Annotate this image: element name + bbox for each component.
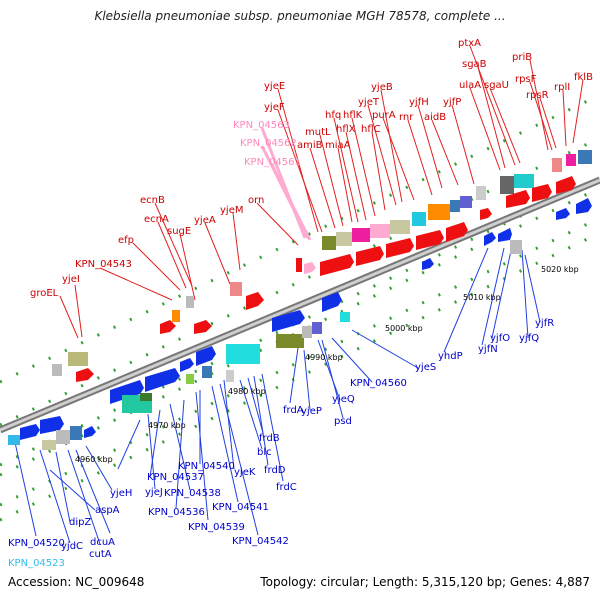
gene-label[interactable]: aspA [95, 505, 120, 516]
genome-stats-text: Topology: circular; Length: 5,315,120 bp… [260, 575, 590, 589]
gene-label[interactable]: sugE [167, 226, 191, 237]
gene-label[interactable]: yjfR [535, 318, 554, 329]
gene-label[interactable]: efp [118, 235, 134, 246]
tick-label: 5010 kbp [463, 293, 501, 302]
gene-label[interactable]: yjeT [358, 97, 380, 108]
gene-label[interactable]: yjfQ [519, 333, 539, 344]
gene-label[interactable]: yjdC [61, 541, 83, 552]
gene-label[interactable]: rpsR [526, 90, 549, 101]
tick-label: 4980 kbp [228, 387, 266, 396]
gene-label[interactable]: fklB [574, 72, 593, 83]
gene-label[interactable]: psd [334, 416, 352, 427]
gene-label[interactable]: KPN_04537 [147, 472, 204, 483]
map-title: Klebsiella pneumoniae subsp. pneumoniae … [94, 9, 506, 23]
gene-label[interactable]: hflX [336, 124, 356, 135]
gene-label[interactable]: yjfH [409, 97, 429, 108]
gene-label[interactable]: frdB [259, 433, 280, 444]
gene-label[interactable]: blc [257, 447, 272, 458]
gene-label[interactable]: ptxA [458, 38, 481, 49]
gene-label[interactable]: rplI [554, 82, 570, 93]
gene-label[interactable]: KPN_04523 [8, 558, 65, 569]
gene-label[interactable]: ulaA [459, 80, 481, 91]
gene-label[interactable]: miaA [325, 140, 351, 151]
gene-label[interactable]: cutA [89, 549, 112, 560]
gene-label[interactable]: frdA [283, 405, 304, 416]
gene-label[interactable]: KPN_04540 [178, 461, 235, 472]
gene-label[interactable]: mutL [305, 127, 331, 138]
forward-leader-lines [59, 45, 584, 339]
gene-label[interactable]: yjfP [443, 97, 461, 108]
gene-label[interactable]: yjeQ [332, 394, 355, 405]
gene-label[interactable]: yjeA [194, 215, 216, 226]
gene-label[interactable]: hflK [343, 110, 363, 121]
gene-label[interactable]: KPN_04561 [244, 157, 301, 168]
gene-label[interactable]: yjeS [415, 362, 436, 373]
gene-label[interactable]: rpsF [515, 74, 537, 85]
tick-label: 5000 kbp [385, 324, 423, 333]
gene-label[interactable]: yjeF [264, 102, 285, 113]
gene-label[interactable]: KPN_04539 [188, 522, 245, 533]
gene-label[interactable]: KPN_04520 [8, 538, 65, 549]
gene-label[interactable]: ecnB [140, 195, 165, 206]
gene-label[interactable]: KPN_04536 [148, 507, 205, 518]
gene-label[interactable]: sgaB [462, 59, 487, 70]
gene-label[interactable]: yjeM [220, 205, 243, 216]
gene-label[interactable]: KPN_04543 [75, 259, 132, 270]
gene-label[interactable]: yjfN [478, 344, 498, 355]
gene-label[interactable]: yjeK [234, 467, 256, 478]
gene-label[interactable]: ecnA [144, 214, 169, 225]
gene-label[interactable]: dcuA [90, 537, 115, 548]
tick-labels: 4960 kbp 4970 kbp 4980 kbp 4990 kbp 5000… [75, 265, 579, 464]
gene-label[interactable]: frdD [264, 465, 286, 476]
gene-label[interactable]: yjeH [110, 488, 132, 499]
gene-label[interactable]: yhdP [438, 351, 463, 362]
tick-label: 5020 kbp [541, 265, 579, 274]
gene-label[interactable]: yjeE [264, 81, 285, 92]
tick-label: 4960 kbp [75, 455, 113, 464]
gene-label[interactable]: amiB [297, 140, 323, 151]
gene-label[interactable]: yjfO [490, 333, 510, 344]
gene-label[interactable]: KPN_04542 [232, 536, 289, 547]
reverse-strand-features[interactable] [8, 198, 592, 450]
genome-backbone [0, 176, 600, 434]
gene-label[interactable]: frdC [276, 482, 297, 493]
gene-label[interactable]: KPN_04562 [240, 138, 297, 149]
gene-label[interactable]: KPN_04563 [233, 120, 290, 131]
gene-label[interactable]: KPN_04538 [164, 488, 221, 499]
gene-label[interactable]: hflC [361, 124, 381, 135]
gene-label[interactable]: aidB [424, 112, 446, 123]
gene-label[interactable]: KPN_04560 [350, 378, 407, 389]
gene-label[interactable]: KPN_04541 [212, 502, 269, 513]
tick-label: 4990 kbp [305, 353, 343, 362]
accession-text: Accession: NC_009648 [8, 575, 145, 589]
gene-label[interactable]: dipZ [69, 517, 91, 528]
gene-label[interactable]: yjeB [371, 82, 393, 93]
gene-label[interactable]: rnr [399, 112, 414, 123]
gene-label[interactable]: sgaU [484, 80, 509, 91]
gene-label[interactable]: priB [512, 52, 532, 63]
gene-label[interactable]: yjeP [301, 406, 322, 417]
rna-leader-lines [260, 127, 312, 241]
gene-label[interactable]: hfq [325, 110, 341, 121]
rna-gene-labels: KPN_04563 KPN_04562 KPN_04561 [233, 120, 301, 168]
tick-label: 4970 kbp [148, 421, 186, 430]
forward-strand-features[interactable] [52, 150, 592, 382]
gene-label[interactable]: yjeI [62, 274, 80, 285]
gene-label[interactable]: orn [248, 195, 264, 206]
gene-label[interactable]: purA [372, 110, 396, 121]
reverse-leader-lines [13, 245, 541, 545]
gene-label[interactable]: groEL [30, 288, 59, 299]
gene-label[interactable]: yjeJ [145, 487, 163, 498]
